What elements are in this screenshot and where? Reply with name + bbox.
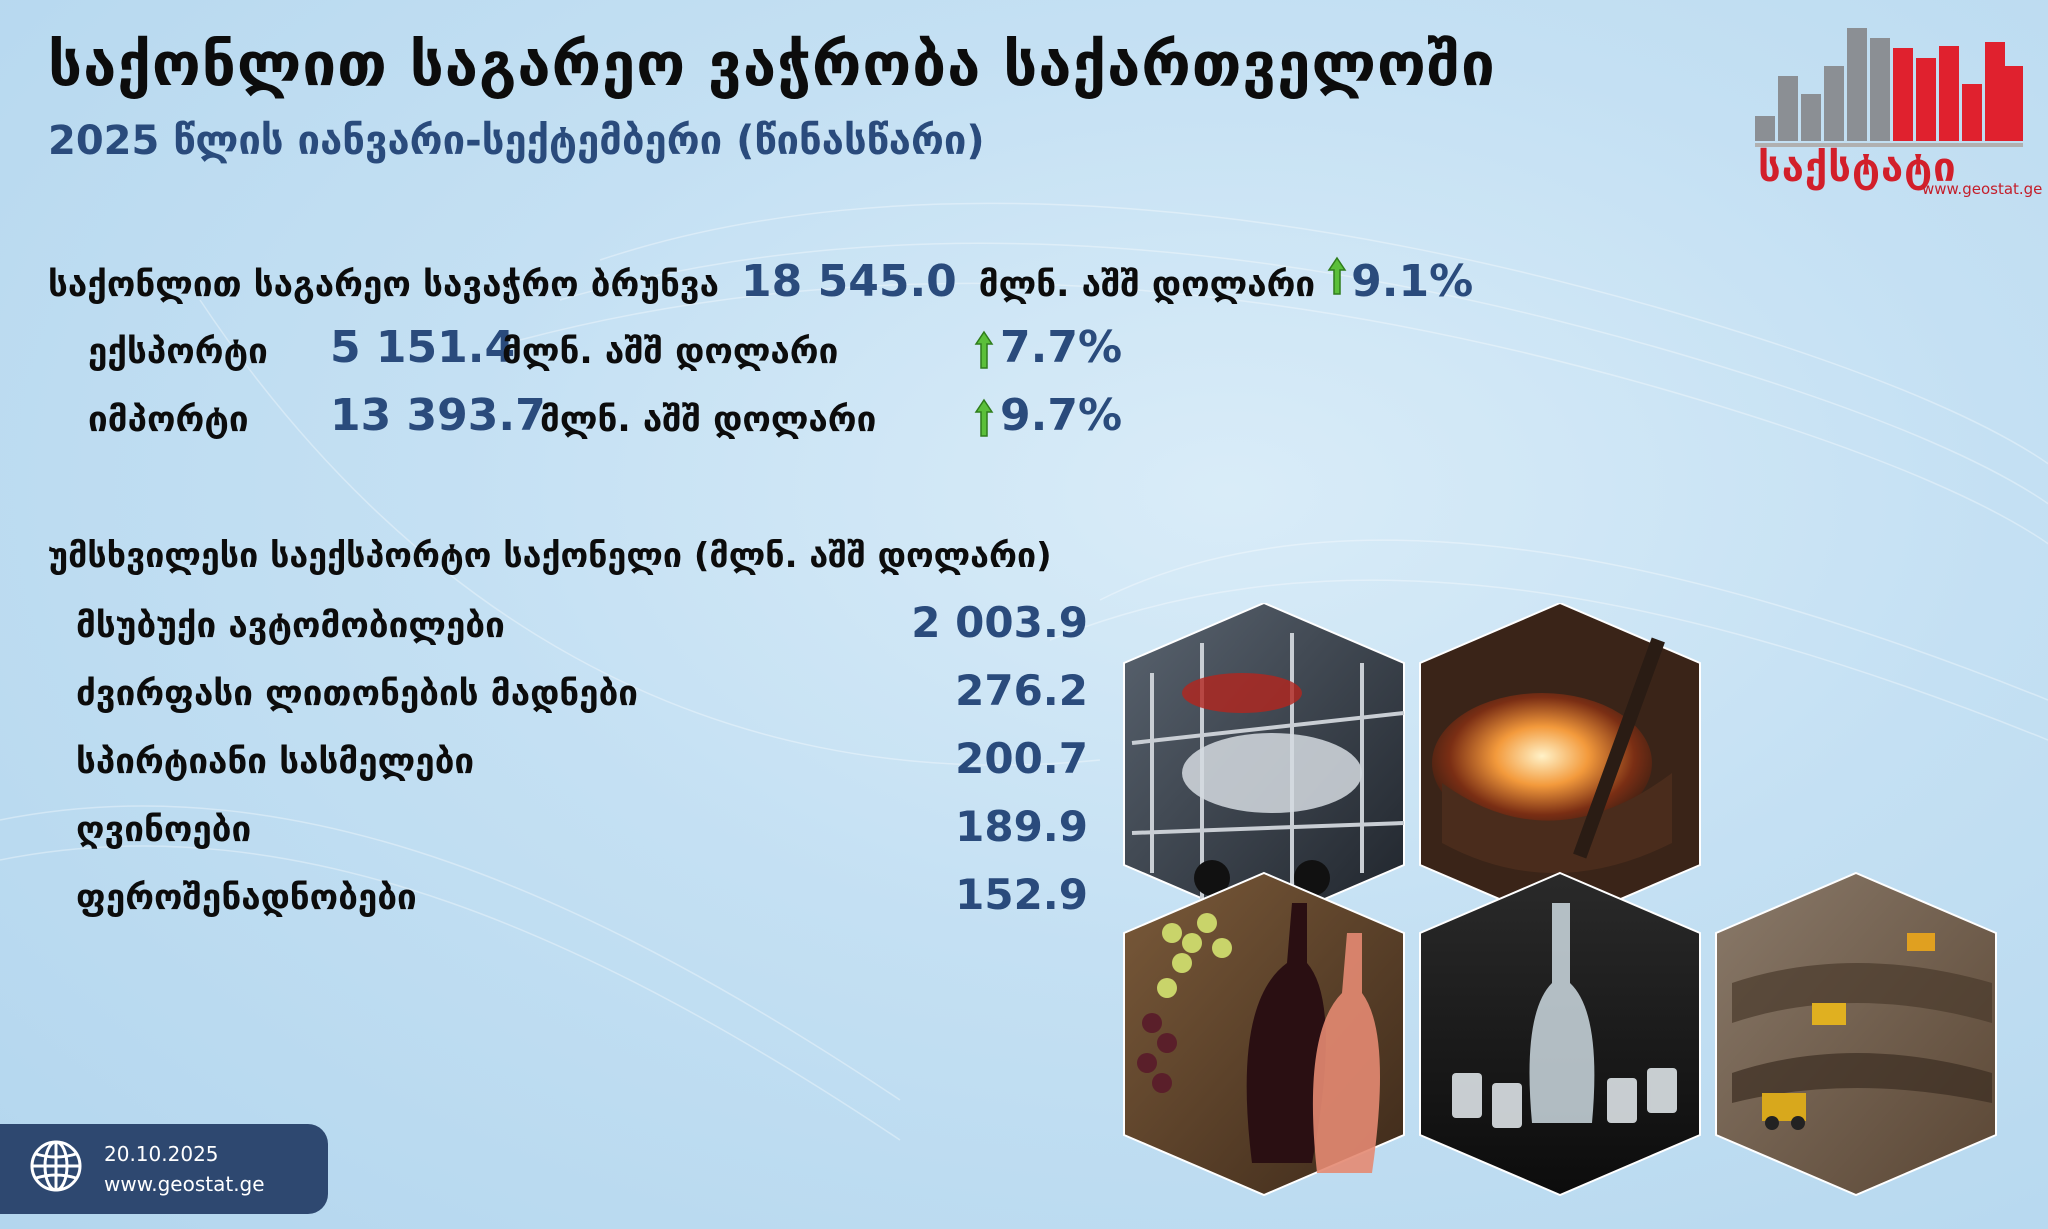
export-value: 5 151.4 [330,322,516,373]
turnover-value: 18 545.0 [741,256,957,307]
import-value: 13 393.7 [330,390,546,441]
turnover-row: საქონლით საგარეო სავაჭრო ბრუნვა 18 545.0… [48,256,1473,307]
import-label: იმპორტი [88,400,249,440]
product-name: მსუბუქი ავტომობილები [76,606,505,646]
product-name: სპირტიანი სასმელები [76,742,475,782]
footer-date: 20.10.2025 [104,1142,219,1166]
top-exports-title: უმსხვილესი საექსპორტო საქონელი (მლნ. აშშ… [48,536,1052,576]
page-subtitle: 2025 წლის იანვარი-სექტემბერი (წინასწარი) [48,118,985,164]
product-name: ფეროშენადნობები [76,878,417,918]
product-value: 189.9 [955,802,1088,851]
geostat-logo [1755,28,2023,147]
molten-metal-photo [1419,603,1701,927]
up-arrow-icon [1327,256,1347,295]
mining-photo [1715,871,1997,1197]
export-unit: მლნ. აშშ დოლარი [502,332,839,372]
page-title: საქონლით საგარეო ვაჭრობა საქართველოში [48,30,1496,100]
turnover-unit: მლნ. აშშ დოლარი [978,265,1316,305]
wine-photo [1123,871,1405,1197]
logo-url: www.geostat.ge [1922,180,2043,198]
turnover-label: საქონლით საგარეო სავაჭრო ბრუნვა [48,265,720,305]
import-unit: მლნ. აშშ დოლარი [540,400,877,440]
product-value: 2 003.9 [911,598,1088,647]
product-photo-collage [1123,603,1997,1197]
turnover-change: 9.1% [1351,256,1474,307]
up-arrow-icon [974,398,994,437]
product-name: ღვინოები [76,810,252,850]
product-value: 152.9 [955,870,1088,919]
product-value: 200.7 [955,734,1088,783]
globe-icon [30,1140,82,1192]
footer-url[interactable]: www.geostat.ge [104,1172,265,1196]
spirits-photo [1419,871,1701,1197]
export-change: 7.7% [1000,322,1123,373]
up-arrow-icon [974,330,994,369]
export-label: ექსპორტი [88,332,268,372]
product-value: 276.2 [955,666,1088,715]
logo-wordmark: საქსტატი [1758,145,1957,191]
cars-photo [1123,603,1405,927]
product-name: ძვირფასი ლითონების მადნები [76,674,639,714]
import-change: 9.7% [1000,390,1123,441]
